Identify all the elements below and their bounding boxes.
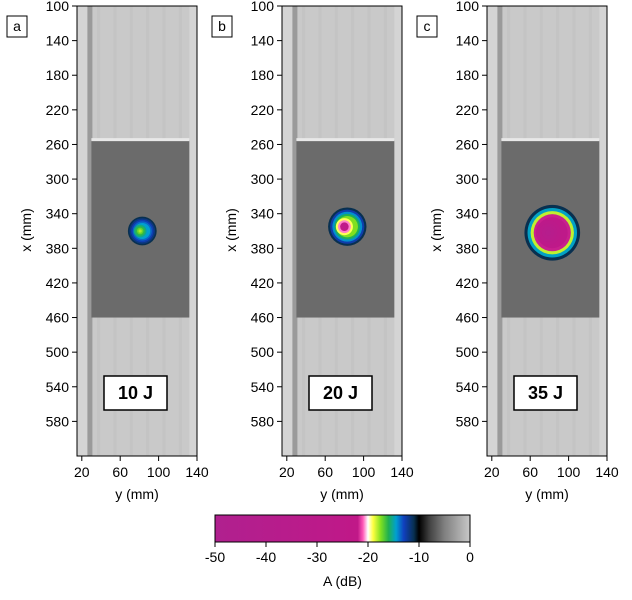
y-tick-label: 540 — [251, 379, 275, 395]
y-tick-label: 340 — [46, 206, 70, 222]
panel-letter-box — [6, 15, 28, 38]
colorbar: -50 -40 -30 -20 -10 0 A (dB) — [205, 514, 474, 589]
damage-ring — [138, 229, 142, 233]
plot-frame — [281, 5, 403, 457]
bonded-zone-edge — [501, 138, 600, 142]
y-tick-label: 340 — [456, 206, 480, 222]
colorbar-tick-label: -30 — [307, 549, 327, 565]
y-tick-label: 420 — [251, 275, 275, 291]
x-tick-label: 100 — [557, 464, 581, 480]
energy-label-box — [308, 375, 373, 411]
y-tick-label: 220 — [456, 102, 480, 118]
y-tick-label: 220 — [46, 102, 70, 118]
y-tick-label: 260 — [46, 136, 70, 152]
y-tick-label: 300 — [251, 171, 275, 187]
y-tick-label: 580 — [251, 413, 275, 429]
y-tick-label: 140 — [251, 33, 275, 49]
y-tick-label: 420 — [456, 275, 480, 291]
y-tick-label: 140 — [46, 33, 70, 49]
y-tick-label: 180 — [456, 67, 480, 83]
y-tick-label: 300 — [456, 171, 480, 187]
plot-frame — [486, 5, 608, 457]
colorbar-tick-label: -10 — [409, 549, 429, 565]
panel-b: 100 140 180 220 260 300 340 380 420 460 500 540 580 2… — [211, 0, 414, 502]
x-axis-label: y (mm) — [525, 486, 569, 502]
x-tick-label: 140 — [595, 464, 619, 480]
panel-c: 100 140 180 220 260 300 340 380 420 460 500 540 580 2… — [416, 0, 619, 502]
colorbar-label: A (dB) — [323, 573, 362, 589]
y-tick-label: 140 — [456, 33, 480, 49]
y-tick-label: 580 — [46, 413, 70, 429]
x-tick-label: 20 — [74, 464, 90, 480]
y-tick-label: 580 — [456, 413, 480, 429]
damage-ring — [342, 224, 347, 229]
panel-letter: c — [424, 18, 431, 34]
y-tick-label: 380 — [46, 240, 70, 256]
y-axis-label: x (mm) — [18, 208, 34, 252]
y-tick-label: 500 — [456, 344, 480, 360]
x-tick-label: 20 — [279, 464, 295, 480]
colorbar-tick-label: -50 — [205, 549, 225, 565]
y-tick-label: 460 — [251, 310, 275, 326]
y-axis-label: x (mm) — [428, 208, 444, 252]
y-tick-label: 380 — [456, 240, 480, 256]
energy-label-box — [513, 375, 578, 411]
x-tick-label: 140 — [390, 464, 414, 480]
x-tick-label: 60 — [317, 464, 333, 480]
bonded-zone-edge — [296, 138, 395, 142]
y-tick-label: 460 — [46, 310, 70, 326]
x-tick-label: 100 — [352, 464, 376, 480]
bonded-zone-edge — [91, 138, 190, 142]
y-tick-label: 180 — [251, 67, 275, 83]
x-axis-label: y (mm) — [115, 486, 159, 502]
y-tick-label: 100 — [456, 0, 480, 14]
x-tick-label: 100 — [147, 464, 171, 480]
x-axis-label: y (mm) — [320, 486, 364, 502]
panel-letter-box — [416, 15, 438, 38]
plot-frame — [76, 5, 198, 457]
x-tick-label: 60 — [522, 464, 538, 480]
y-tick-label: 500 — [251, 344, 275, 360]
panel-letter: b — [218, 18, 226, 34]
y-tick-label: 180 — [46, 67, 70, 83]
y-tick-label: 260 — [456, 136, 480, 152]
y-tick-label: 380 — [251, 240, 275, 256]
specimen-edge — [497, 6, 503, 456]
y-axis-label: x (mm) — [223, 208, 239, 252]
y-tick-label: 420 — [46, 275, 70, 291]
specimen-edge — [87, 6, 93, 456]
energy-label-box — [103, 375, 168, 411]
x-tick-label: 60 — [112, 464, 128, 480]
y-tick-label: 220 — [251, 102, 275, 118]
y-tick-label: 500 — [46, 344, 70, 360]
panel-letter-box — [211, 15, 233, 38]
panel-letter: a — [13, 18, 21, 34]
energy-label: 20 J — [323, 383, 358, 403]
y-tick-label: 100 — [251, 0, 275, 14]
colorbar-tick-label: 0 — [466, 549, 474, 565]
damage-ring — [545, 229, 552, 236]
y-tick-label: 100 — [46, 0, 70, 14]
y-tick-label: 340 — [251, 206, 275, 222]
panel-a: 100 140 180 220 260 300 340 380 420 460 500 540 580 2… — [6, 0, 209, 502]
y-tick-label: 540 — [46, 379, 70, 395]
colorbar-tick-label: -40 — [256, 549, 276, 565]
colorbar-tick-label: -20 — [358, 549, 378, 565]
energy-label: 10 J — [118, 383, 153, 403]
x-tick-label: 140 — [185, 464, 209, 480]
y-tick-label: 540 — [456, 379, 480, 395]
y-tick-label: 300 — [46, 171, 70, 187]
panels: 100 140 180 220 260 300 340 380 420 460 500 540 580 2… — [6, 0, 619, 502]
energy-label: 35 J — [528, 383, 563, 403]
specimen-edge — [292, 6, 298, 456]
x-tick-label: 20 — [484, 464, 500, 480]
y-tick-label: 260 — [251, 136, 275, 152]
colorbar-gradient — [214, 514, 471, 543]
y-tick-label: 460 — [456, 310, 480, 326]
